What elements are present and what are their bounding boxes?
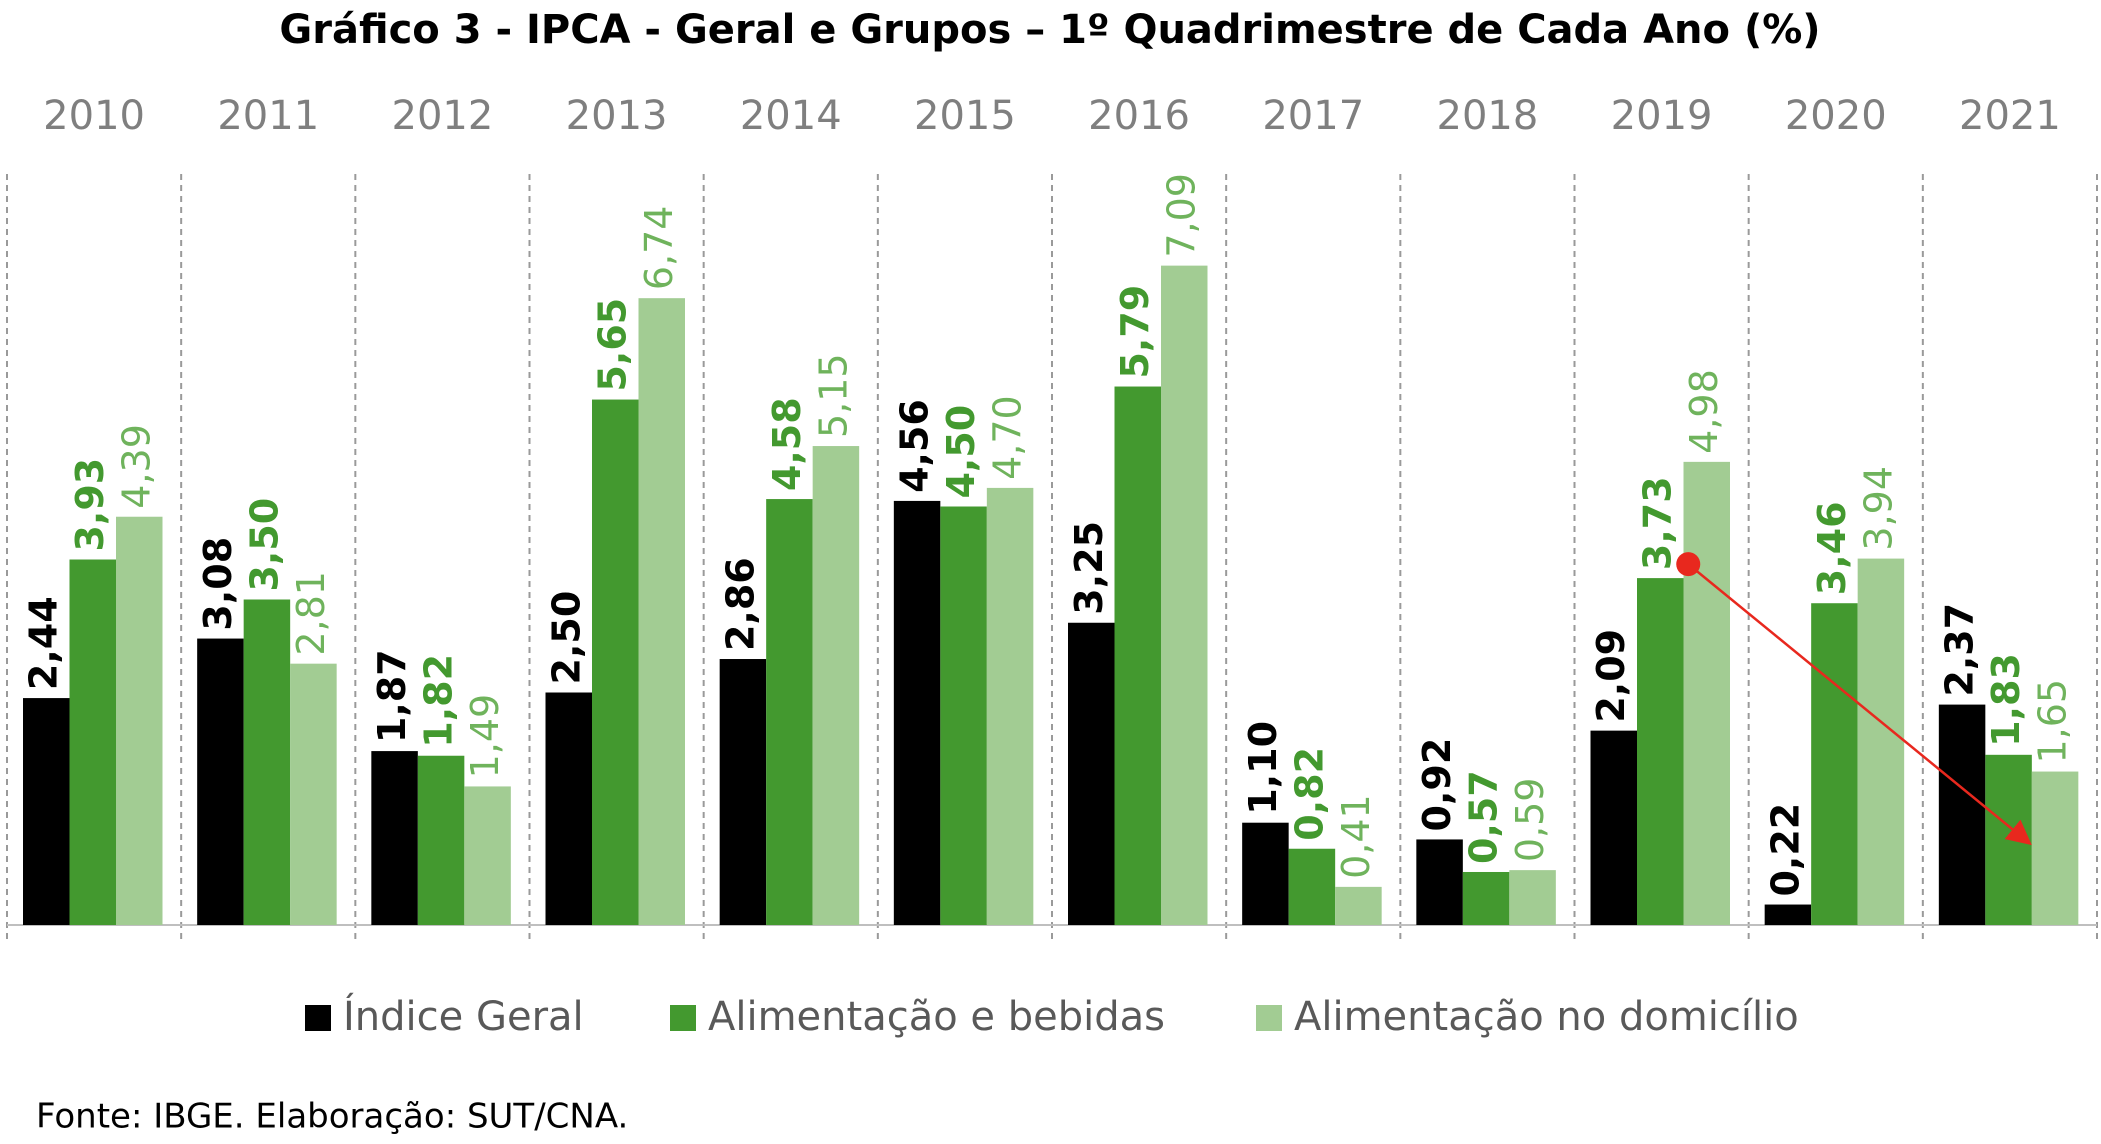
- bar: [1462, 871, 1510, 925]
- bar: [23, 698, 70, 925]
- value-label: 2,50: [544, 591, 588, 685]
- bar: [2031, 771, 2079, 925]
- value-label: 1,83: [1984, 653, 2028, 747]
- value-label: 5,65: [591, 298, 635, 392]
- legend-label: Índice Geral: [343, 992, 584, 1040]
- bar: [986, 487, 1034, 925]
- bar: [893, 500, 941, 925]
- value-label: 4,70: [986, 395, 1030, 480]
- value-label: 3,08: [196, 537, 240, 631]
- value-label: 0,22: [1763, 803, 1807, 897]
- bar: [1683, 461, 1730, 925]
- value-label: 1,82: [417, 654, 461, 748]
- value-label: 3,94: [1856, 466, 1900, 551]
- value-label: 6,74: [637, 206, 681, 291]
- legend-label: Alimentação no domicílio: [1294, 994, 1799, 1040]
- value-label: 3,50: [242, 498, 286, 592]
- value-label: 3,25: [1067, 521, 1111, 615]
- value-label: 0,92: [1415, 738, 1459, 832]
- bar: [417, 755, 465, 925]
- bar: [1114, 386, 1161, 925]
- bar: [1335, 886, 1382, 925]
- x-tick-label: 2010: [43, 93, 145, 139]
- bar: [1288, 848, 1336, 925]
- trend-dot: [1676, 552, 1701, 577]
- bar: [1416, 839, 1463, 925]
- legend-swatch: [305, 1005, 331, 1031]
- value-label: 1,65: [2031, 679, 2075, 764]
- bar: [243, 599, 291, 925]
- x-tick-label: 2015: [914, 93, 1016, 139]
- bar: [592, 399, 639, 925]
- bar: [1857, 558, 1905, 925]
- x-tick-label: 2016: [1088, 93, 1190, 139]
- trend-arrow: [1687, 563, 2032, 846]
- bar: [1509, 870, 1556, 925]
- bar: [1590, 730, 1637, 925]
- value-label: 4,58: [765, 397, 809, 491]
- value-label: 3,46: [1810, 501, 1854, 595]
- bar: [116, 516, 163, 925]
- value-label: 3,73: [1636, 476, 1680, 570]
- value-label: 5,79: [1113, 285, 1157, 379]
- value-label: 4,39: [115, 424, 159, 509]
- bar: [638, 298, 685, 925]
- bar: [1068, 622, 1115, 925]
- value-label: 1,49: [463, 694, 507, 779]
- bar: [545, 692, 592, 925]
- chart-title: Gráfico 3 - IPCA - Geral e Grupos – 1º Q…: [279, 7, 1820, 53]
- bar: [766, 499, 813, 925]
- value-label: 2,81: [289, 571, 333, 656]
- legend-swatch: [670, 1005, 696, 1031]
- bar: [1811, 603, 1858, 925]
- value-label: 1,10: [1241, 721, 1285, 815]
- value-label: 0,57: [1462, 770, 1506, 864]
- bar: [719, 659, 767, 925]
- bar: [371, 751, 418, 925]
- value-label: 7,09: [1160, 173, 1204, 258]
- x-tick-label: 2021: [1959, 93, 2061, 139]
- value-label: 3,93: [68, 458, 112, 552]
- bar: [940, 506, 987, 925]
- bar: [1938, 704, 1986, 925]
- x-tick-label: 2012: [392, 93, 494, 139]
- source-note: Fonte: IBGE. Elaboração: SUT/CNA.: [36, 1097, 628, 1137]
- value-label: 4,56: [893, 399, 937, 493]
- value-label: 2,44: [22, 596, 66, 690]
- legend-swatch: [1256, 1005, 1282, 1031]
- bar: [464, 786, 511, 925]
- bar: [290, 663, 337, 925]
- bar: [197, 638, 244, 925]
- x-tick-label: 2014: [740, 93, 842, 139]
- value-label: 2,09: [1589, 629, 1633, 723]
- value-label: 4,98: [1682, 369, 1726, 454]
- x-tick-label: 2018: [1437, 93, 1539, 139]
- value-label: 2,86: [718, 557, 762, 651]
- bar: [1242, 822, 1289, 925]
- x-tick-label: 2017: [1262, 93, 1364, 139]
- x-tick-label: 2013: [566, 93, 668, 139]
- value-label: 0,59: [1508, 778, 1552, 863]
- bar: [1161, 265, 1208, 925]
- bar: [1637, 578, 1684, 925]
- value-label: 4,50: [939, 405, 983, 499]
- value-label: 0,41: [1334, 794, 1378, 879]
- value-label: 2,37: [1938, 603, 1982, 697]
- x-tick-label: 2020: [1785, 93, 1887, 139]
- bar: [69, 559, 116, 925]
- bar: [1764, 904, 1812, 925]
- value-label: 1,87: [370, 649, 414, 743]
- x-tick-label: 2011: [217, 93, 319, 139]
- value-label: 5,15: [811, 353, 855, 438]
- value-label: 0,82: [1287, 747, 1331, 841]
- legend-label: Alimentação e bebidas: [708, 994, 1165, 1040]
- bar: [812, 446, 860, 925]
- x-tick-label: 2019: [1611, 93, 1713, 139]
